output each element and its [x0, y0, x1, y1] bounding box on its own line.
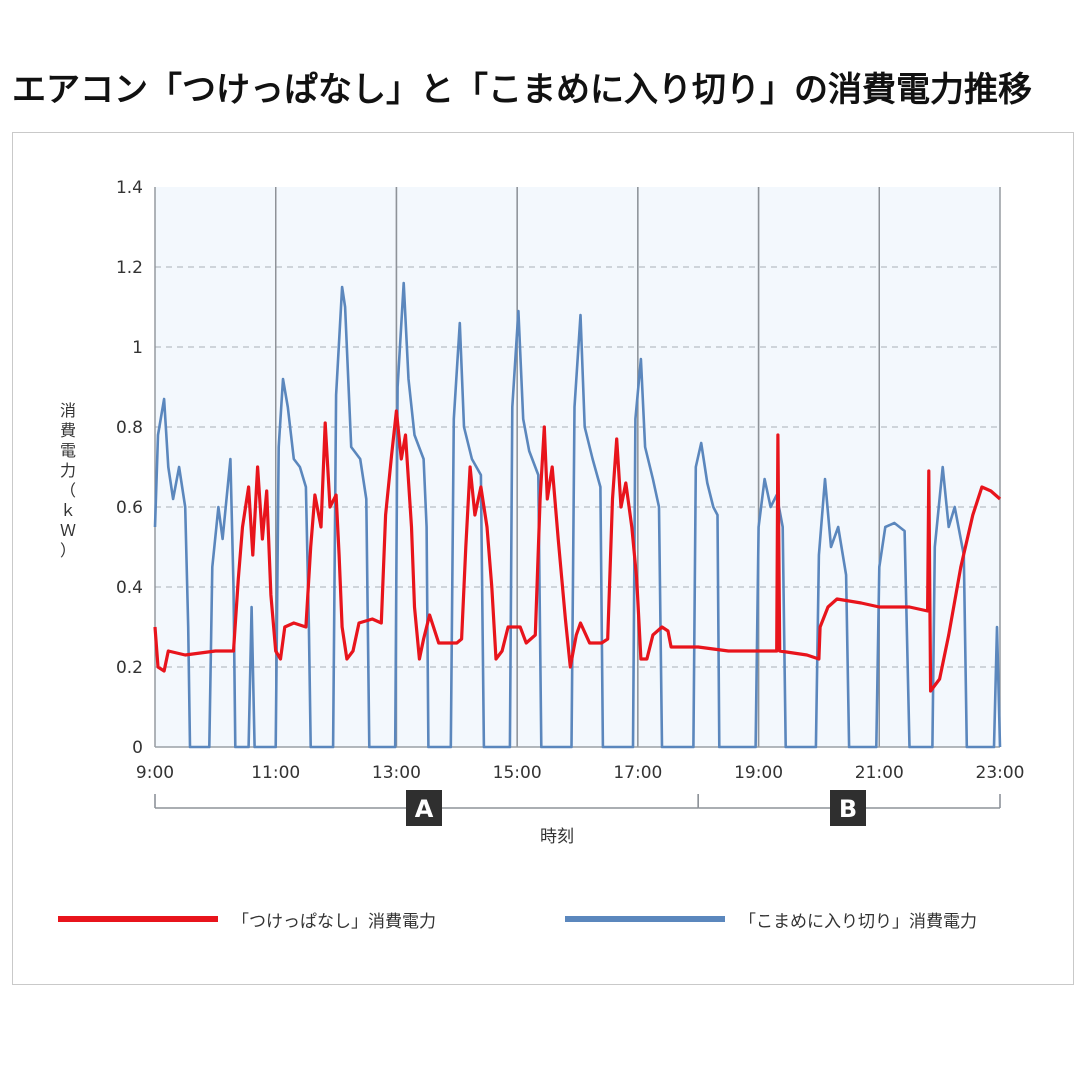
y-axis-label: 消費電力（ｋＷ） [60, 401, 76, 560]
legend-label-blue: 「こまめに入り切り」消費電力 [739, 911, 977, 932]
y-axis-label-char: ｋ [60, 501, 76, 520]
x-axis-ticks: 9:00 11:00 13:00 15:00 17:00 19:00 21:00 23:00 [136, 763, 1025, 783]
page-title: エアコン「つけっぱなし」と「こまめに入り切り」の消費電力推移 [12, 70, 1032, 110]
bracket-label: B [839, 795, 857, 823]
x-tick-label: 13:00 [372, 763, 421, 783]
y-axis-label-char: （ [60, 481, 76, 500]
y-axis-label-char: 電 [60, 441, 76, 460]
grid [154, 187, 1001, 748]
y-tick-label: 0.4 [116, 578, 143, 598]
y-axis-label-char: 費 [60, 421, 76, 440]
y-tick-label: 0 [132, 738, 143, 758]
y-axis-label-char: Ｗ [60, 521, 76, 540]
x-tick-label: 19:00 [734, 763, 783, 783]
legend-item-red: 「つけっぱなし」消費電力 [58, 905, 436, 933]
x-tick-label: 17:00 [613, 763, 662, 783]
series-line-komame [153, 281, 1002, 749]
bracket-label: A [415, 795, 434, 823]
y-axis-label-char: 消 [60, 401, 76, 420]
series-lines [153, 281, 1002, 749]
x-tick-label: 23:00 [976, 763, 1025, 783]
plot-area [155, 187, 1000, 747]
x-tick-label: 15:00 [493, 763, 542, 783]
bracket-badge [406, 790, 442, 826]
legend-label-red: 「つけっぱなし」消費電力 [232, 911, 436, 932]
series-line-tsukeppanashi [153, 409, 1002, 693]
y-axis-label-char: ） [60, 541, 76, 560]
x-axis-label: 時刻 [540, 827, 574, 847]
y-tick-label: 1 [132, 338, 143, 358]
y-tick-label: 1.4 [116, 178, 143, 198]
x-tick-label: 9:00 [136, 763, 174, 783]
legend-swatch-red [58, 916, 218, 922]
y-axis-label-char: 力 [60, 461, 76, 480]
y-axis-ticks: 0 0.2 0.4 0.6 0.8 1 1.2 1.4 [116, 178, 143, 758]
y-tick-label: 0.8 [116, 418, 143, 438]
legend-swatch-blue [565, 916, 725, 922]
bracket-badge [830, 790, 866, 826]
x-tick-label: 11:00 [251, 763, 300, 783]
y-tick-label: 0.6 [116, 498, 143, 518]
x-tick-label: 21:00 [855, 763, 904, 783]
legend-item-blue: 「こまめに入り切り」消費電力 [565, 905, 977, 933]
y-tick-label: 1.2 [116, 258, 143, 278]
y-tick-label: 0.2 [116, 658, 143, 678]
